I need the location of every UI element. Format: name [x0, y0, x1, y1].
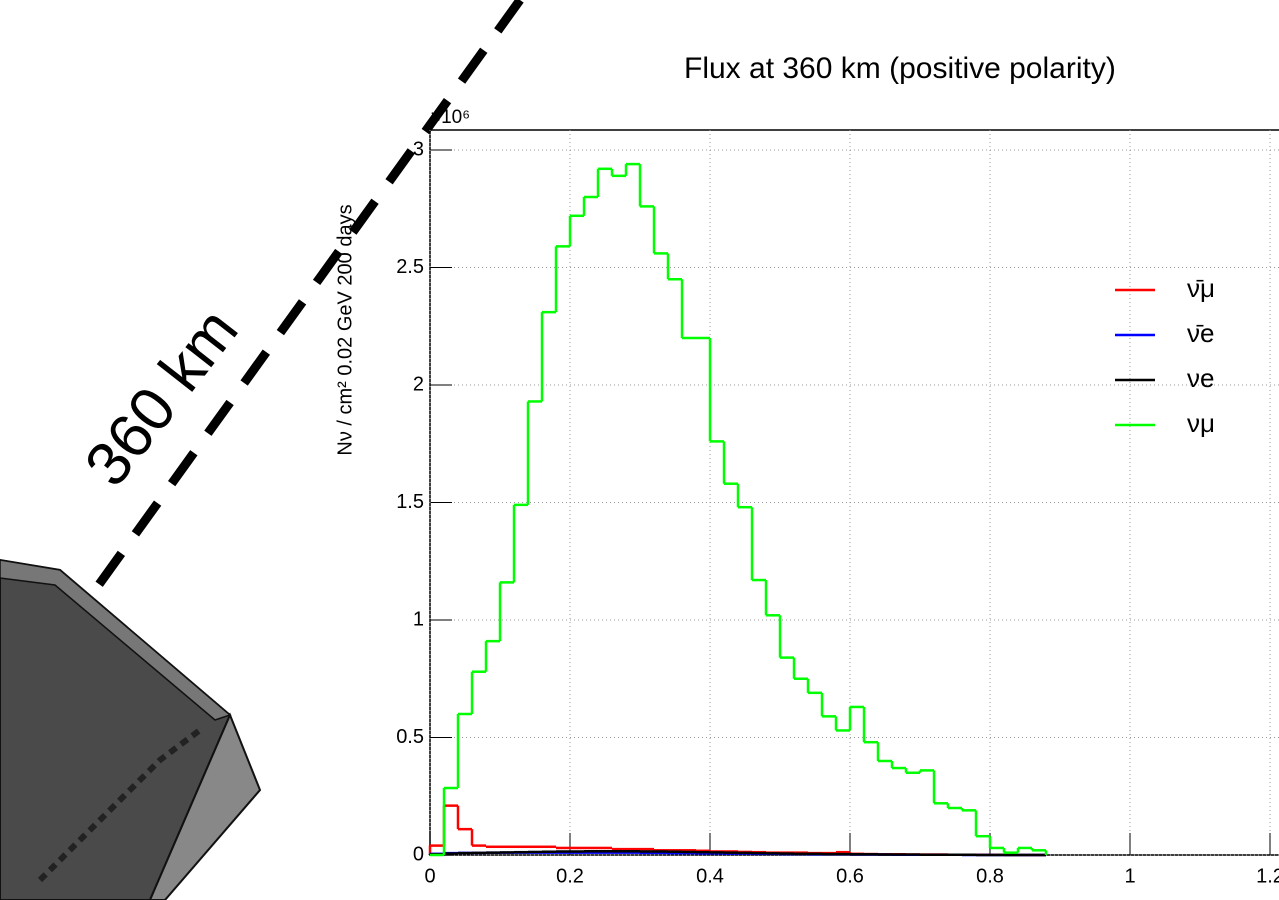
x-tick-label: 1.2: [1256, 865, 1279, 887]
y-tick-label: 1.5: [396, 491, 424, 513]
y-axis-label: Nν / cm² 0.02 GeV 200 days: [334, 204, 356, 455]
y-tick-label: 1: [413, 608, 424, 630]
detector-illustration: [0, 558, 262, 900]
legend-label: ν̄e: [1187, 318, 1214, 348]
y-multiplier: ×10⁶: [430, 107, 470, 128]
baseline-path: [91, 0, 524, 593]
plot-frame: [429, 129, 1279, 856]
x-tick-label: 0.2: [556, 865, 584, 887]
chart-title: Flux at 360 km (positive polarity): [684, 52, 1116, 85]
x-tick-label: 0.4: [696, 865, 724, 887]
x-tick-label: 1: [1124, 865, 1135, 887]
legend-label: νμ: [1187, 408, 1215, 438]
x-tick-label: 0.6: [836, 865, 864, 887]
y-tick-label: 3: [413, 138, 424, 160]
distance-label: 360 km: [72, 296, 252, 499]
x-tick-label: 0.8: [976, 865, 1004, 887]
x-tick-label: 0: [424, 865, 435, 887]
y-tick-label: 2.5: [396, 256, 424, 278]
y-tick-label: 2: [413, 373, 424, 395]
legend-label: ν̄μ: [1187, 273, 1215, 303]
y-tick-label: 0.5: [396, 726, 424, 748]
legend-label: νe: [1187, 363, 1214, 393]
y-tick-label: 0: [413, 843, 424, 865]
